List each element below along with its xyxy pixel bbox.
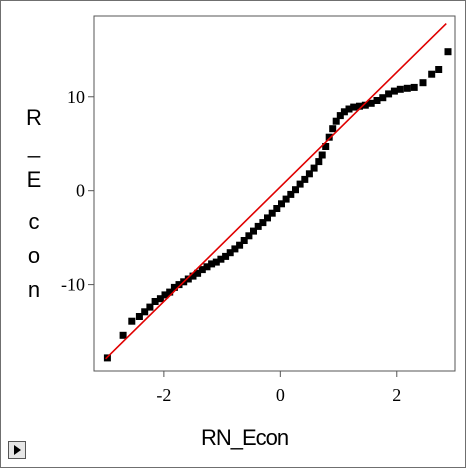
- data-point: [336, 112, 344, 120]
- data-point: [119, 331, 127, 339]
- data-point: [250, 227, 257, 235]
- data-point: [245, 232, 253, 240]
- data-point: [222, 252, 230, 260]
- data-point: [212, 258, 220, 266]
- data-point: [198, 266, 206, 274]
- data-point: [305, 170, 313, 178]
- data-points: [103, 48, 452, 362]
- y-label-char: c: [28, 209, 40, 234]
- data-point: [194, 269, 202, 277]
- data-point: [128, 317, 136, 325]
- data-point: [161, 291, 169, 299]
- expand-button[interactable]: [8, 441, 26, 459]
- data-point: [259, 219, 267, 227]
- data-point: [325, 133, 333, 141]
- data-point: [203, 263, 211, 271]
- data-point: [444, 48, 452, 56]
- axis-ticks: -2 0 2 -10 0 10: [61, 87, 401, 405]
- data-point: [318, 151, 326, 159]
- data-point: [329, 125, 337, 133]
- data-point: [410, 83, 418, 91]
- data-point: [146, 303, 154, 311]
- data-point: [356, 102, 363, 110]
- data-point: [135, 313, 143, 320]
- y-label-char: o: [27, 243, 41, 268]
- data-point: [292, 186, 299, 194]
- data-point: [254, 222, 262, 230]
- data-point: [264, 214, 271, 222]
- x-tick-label: -2: [156, 385, 171, 405]
- data-point: [151, 298, 159, 305]
- data-point: [340, 108, 348, 116]
- data-point: [301, 175, 309, 183]
- y-label-char: E: [26, 167, 42, 192]
- data-point: [332, 117, 340, 125]
- data-point: [345, 105, 353, 113]
- x-tick-label: 2: [392, 385, 401, 405]
- data-point: [361, 101, 369, 109]
- data-point: [428, 70, 436, 78]
- data-point: [278, 200, 285, 208]
- y-tick-label: 0: [76, 181, 85, 201]
- data-point: [403, 84, 411, 92]
- reference-line: [105, 22, 447, 360]
- data-point: [184, 275, 192, 283]
- y-tick-label: -10: [61, 275, 85, 295]
- data-point: [226, 249, 234, 257]
- data-point: [217, 255, 225, 263]
- data-point: [385, 90, 393, 98]
- data-point: [322, 143, 330, 150]
- data-point: [208, 260, 216, 268]
- data-point: [379, 94, 387, 102]
- data-point: [373, 97, 381, 104]
- x-tick-label: 0: [276, 385, 285, 405]
- data-point: [231, 245, 239, 253]
- data-point: [189, 272, 197, 280]
- data-point: [367, 99, 375, 107]
- data-point: [396, 85, 404, 93]
- y-label-char: _: [27, 133, 41, 158]
- data-point: [287, 190, 295, 198]
- data-point: [350, 103, 358, 111]
- data-point: [390, 87, 398, 95]
- data-point: [296, 180, 304, 188]
- data-point: [175, 281, 183, 289]
- data-point: [166, 288, 174, 296]
- data-point: [240, 237, 248, 244]
- x-axis-label: RN_Econ: [201, 425, 289, 450]
- y-tick-label: 10: [67, 87, 85, 107]
- data-point: [435, 66, 443, 73]
- data-point: [156, 295, 164, 303]
- data-point: [273, 205, 281, 212]
- y-label-char: n: [27, 277, 41, 302]
- data-point: [310, 164, 318, 172]
- data-point: [141, 308, 149, 316]
- data-point: [170, 283, 178, 291]
- data-point: [315, 158, 323, 166]
- data-point: [236, 241, 244, 249]
- y-label-char: R: [26, 105, 42, 130]
- data-point: [282, 195, 290, 203]
- data-point: [419, 79, 427, 87]
- triangle-right-icon: [14, 445, 21, 455]
- data-point: [268, 209, 276, 217]
